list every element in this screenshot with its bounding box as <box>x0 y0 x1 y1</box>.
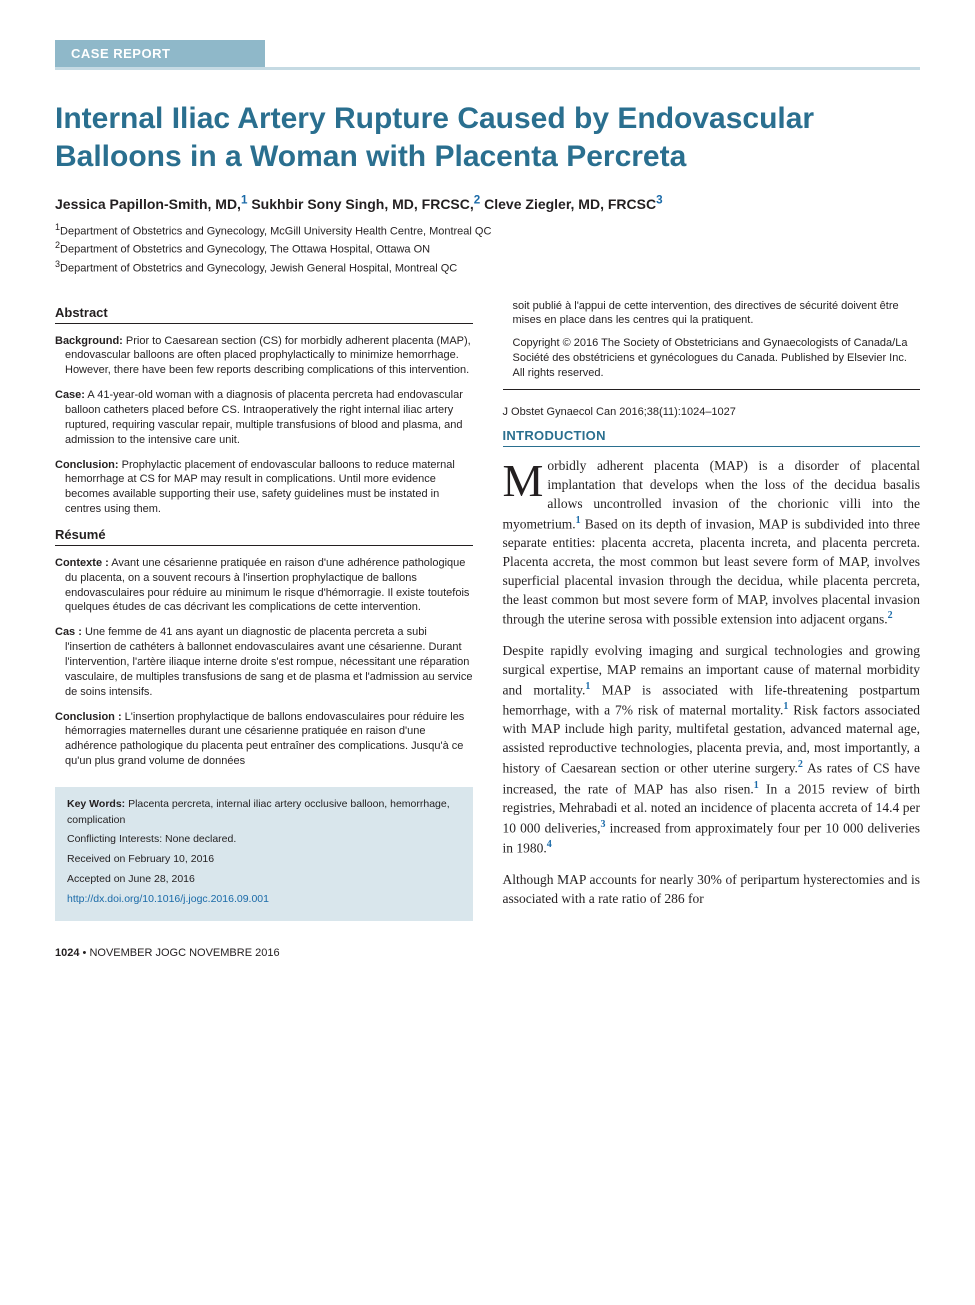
article-title: Internal Iliac Artery Rupture Caused by … <box>55 100 920 175</box>
right-column: soit publié à l'appui de cette intervent… <box>503 299 921 922</box>
author: Sukhbir Sony Singh, MD, FRCSC,2 <box>251 196 480 212</box>
two-column-layout: Abstract Background: Prior to Caesarean … <box>55 299 920 922</box>
doi-link[interactable]: http://dx.doi.org/10.1016/j.jogc.2016.09… <box>67 892 461 908</box>
footer-text: NOVEMBER JOGC NOVEMBRE 2016 <box>89 947 279 959</box>
divider <box>503 389 921 390</box>
affiliations: 1Department of Obstetrics and Gynecology… <box>55 222 920 275</box>
affiliation: 3Department of Obstetrics and Gynecology… <box>55 259 920 275</box>
reference-link[interactable]: 2 <box>888 610 893 621</box>
intro-paragraph-3: Although MAP accounts for nearly 30% of … <box>503 871 921 909</box>
resume-lead: Cas : <box>55 626 82 638</box>
abstract-lead: Conclusion: <box>55 459 119 471</box>
resume-lead: Conclusion : <box>55 711 122 723</box>
abstract-case: Case: A 41-year-old woman with a diagnos… <box>55 388 473 447</box>
resume-cas: Cas : Une femme de 41 ans ayant un diagn… <box>55 625 473 699</box>
abstract-conclusion: Conclusion: Prophylactic placement of en… <box>55 458 473 517</box>
resume-continuation: soit publié à l'appui de cette intervent… <box>503 299 921 329</box>
author-list: Jessica Papillon-Smith, MD,1 Sukhbir Son… <box>55 193 920 212</box>
case-report-banner: CASE REPORT <box>55 40 265 67</box>
abstract-lead: Case: <box>55 389 85 401</box>
resume-contexte: Contexte : Avant une césarienne pratiqué… <box>55 556 473 615</box>
abstract-background: Background: Prior to Caesarean section (… <box>55 334 473 379</box>
resume-lead: Contexte : <box>55 557 109 569</box>
copyright-notice: Copyright © 2016 The Society of Obstetri… <box>503 336 921 381</box>
reference-link[interactable]: 4 <box>547 839 552 850</box>
page-number: 1024 <box>55 947 79 959</box>
author: Jessica Papillon-Smith, MD,1 <box>55 196 247 212</box>
resume-conclusion: Conclusion : L'insertion prophylactique … <box>55 710 473 769</box>
affiliation: 1Department of Obstetrics and Gynecology… <box>55 222 920 238</box>
keywords-box: Key Words: Placenta percreta, internal i… <box>55 787 473 922</box>
abstract-heading: Abstract <box>55 305 473 324</box>
received-date: Received on February 10, 2016 <box>67 852 461 868</box>
conflicting-interests: Conflicting Interests: None declared. <box>67 832 461 848</box>
page-footer: 1024 • NOVEMBER JOGC NOVEMBRE 2016 <box>55 947 920 959</box>
introduction-heading: INTRODUCTION <box>503 428 921 447</box>
abstract-lead: Background: <box>55 335 123 347</box>
dropcap: M <box>503 457 548 500</box>
journal-citation: J Obstet Gynaecol Can 2016;38(11):1024–1… <box>503 406 921 418</box>
resume-heading: Résumé <box>55 527 473 546</box>
keywords-line: Key Words: Placenta percreta, internal i… <box>67 797 461 829</box>
banner-underline <box>55 67 920 70</box>
footer-bullet: • <box>83 947 87 959</box>
left-column: Abstract Background: Prior to Caesarean … <box>55 299 473 922</box>
affiliation: 2Department of Obstetrics and Gynecology… <box>55 240 920 256</box>
banner-label: CASE REPORT <box>71 46 170 61</box>
intro-paragraph-2: Despite rapidly evolving imaging and sur… <box>503 642 921 859</box>
intro-paragraph-1: Morbidly adherent placenta (MAP) is a di… <box>503 457 921 630</box>
author: Cleve Ziegler, MD, FRCSC3 <box>484 196 662 212</box>
accepted-date: Accepted on June 28, 2016 <box>67 872 461 888</box>
